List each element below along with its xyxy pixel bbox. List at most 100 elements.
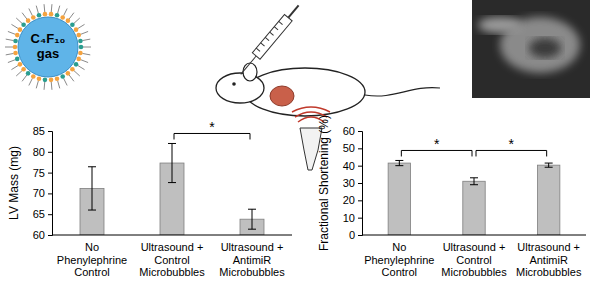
us-background <box>472 0 590 98</box>
chart: 0102030405060NoPhenylephrineControlUltra… <box>317 115 586 278</box>
syringe-scale <box>261 43 265 46</box>
error-bar <box>168 143 176 182</box>
wave <box>292 107 330 112</box>
tick-label: 40 <box>343 160 355 172</box>
category-label: NoPhenylephrineControl <box>364 241 434 278</box>
tick: 30 <box>343 177 362 189</box>
tick-label: 60 <box>343 125 355 137</box>
tick-mark <box>358 218 362 219</box>
tick: 80 <box>33 146 52 158</box>
lipid-head <box>21 67 26 72</box>
tick: 70 <box>33 187 52 199</box>
tick-label: 75 <box>33 167 45 179</box>
syringe-needle <box>241 56 256 74</box>
error-cap <box>470 177 478 178</box>
lipid-head <box>18 62 23 67</box>
y-axis: 0102030405060 <box>343 125 363 241</box>
lipid-head <box>37 13 42 18</box>
figure: C₄F₁₀gas606570758085NoPhenylephrineContr… <box>0 0 600 297</box>
error-stem <box>172 143 173 182</box>
lipid-head <box>18 27 23 32</box>
category-label: NoPhenylephrineControl <box>57 241 127 278</box>
mouse-ear <box>243 63 257 81</box>
lipid-head <box>15 57 20 62</box>
error-bar <box>545 163 553 167</box>
tick-mark <box>358 235 362 236</box>
tick-label: 10 <box>343 212 355 224</box>
lipid-head <box>79 45 84 50</box>
lipid-head <box>26 71 31 76</box>
syringe-barrel <box>252 14 292 59</box>
lipid-head <box>70 67 75 72</box>
chart: 606570758085NoPhenylephrineControlUltras… <box>7 119 292 278</box>
syringe <box>237 2 303 77</box>
lipid-tail <box>82 39 90 40</box>
lipid-head <box>55 76 60 81</box>
us-chamber <box>529 38 561 58</box>
mouse <box>216 63 440 116</box>
lipid-tail <box>74 71 80 76</box>
tick-label: 65 <box>33 208 45 220</box>
lipid-tail <box>81 60 88 63</box>
lipid-head <box>66 71 71 76</box>
lipid-tail <box>58 81 60 89</box>
illustrations: C₄F₁₀gas <box>5 0 590 170</box>
tick: Ultrasound +ControlMicrobubbles <box>139 241 205 278</box>
tick: 10 <box>343 212 362 224</box>
tick-label: 70 <box>33 187 45 199</box>
mouse-eye <box>232 82 236 86</box>
lipid-head <box>60 74 65 79</box>
lipid-head <box>13 45 18 50</box>
bar <box>388 163 410 235</box>
lipid-head <box>55 13 60 18</box>
lipid-tail <box>51 4 53 12</box>
lipid-tail <box>11 24 18 28</box>
tick-mark <box>358 183 362 184</box>
lipid-tail <box>58 6 60 14</box>
category-label: Ultrasound +AntimiRMicrobubbles <box>219 241 285 278</box>
tick: Ultrasound +AntimiRMicrobubbles <box>516 241 582 278</box>
syringe-scale <box>265 37 269 40</box>
bar <box>463 181 485 235</box>
tick-label: 0 <box>349 229 355 241</box>
y-axis: 606570758085 <box>33 125 53 241</box>
tick-label: 20 <box>343 194 355 206</box>
significance-label: * <box>434 136 440 152</box>
tick-mark <box>358 166 362 167</box>
lipid-tail <box>16 71 22 76</box>
heart <box>270 86 294 106</box>
ultrasound-image <box>472 0 590 98</box>
tick: 20 <box>343 194 362 206</box>
tick-mark <box>48 193 52 194</box>
bar <box>537 165 559 235</box>
bubble-core <box>18 17 78 77</box>
lipid-head <box>74 62 79 67</box>
lipid-head <box>43 12 48 17</box>
lipid-tail <box>64 78 68 85</box>
tick-mark <box>358 148 362 149</box>
lipid-tail <box>29 78 33 85</box>
category-label: Ultrasound +ControlMicrobubbles <box>139 241 205 278</box>
error-bar <box>470 178 478 185</box>
error-stem <box>252 209 253 229</box>
lipid-tail <box>16 18 22 23</box>
tick-label: 30 <box>343 177 355 189</box>
significance-bracket: * <box>401 136 472 156</box>
lipid-head <box>60 15 65 20</box>
lipid-tail <box>29 9 33 16</box>
tick-label: 80 <box>33 146 45 158</box>
mouse-head <box>216 73 264 103</box>
error-cap <box>248 229 256 230</box>
lipid-tail <box>36 81 38 89</box>
error-bar <box>88 167 96 210</box>
error-cap <box>395 165 403 166</box>
axis-title: Fractional Shortening (%) <box>317 115 331 251</box>
lipid-tail <box>44 82 46 90</box>
significance-label: * <box>209 119 215 135</box>
syringe-scale <box>279 21 283 24</box>
lipid-tail <box>82 53 90 54</box>
tick: 0 <box>349 229 362 241</box>
lipid-tail <box>6 39 14 40</box>
lipid-head <box>15 33 20 38</box>
lipid-tail <box>69 13 74 19</box>
